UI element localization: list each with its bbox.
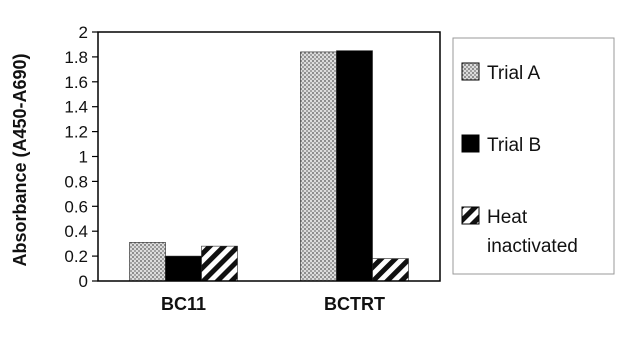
- y-tick-label: 0.2: [64, 247, 88, 266]
- legend-label: inactivated: [487, 236, 578, 257]
- y-axis: 0 0.2 0.4 0.6 0.8 1 1.2 1.4 1.6 1.8 2: [64, 23, 98, 291]
- y-tick-label: 0.4: [64, 222, 88, 241]
- legend-swatch: [461, 62, 480, 81]
- legend-box: [452, 37, 615, 275]
- bar-series: [129, 50, 409, 282]
- legend-swatch: [461, 206, 480, 225]
- y-tick-label: 1: [79, 148, 88, 167]
- bar-trial-a-bc11: [129, 242, 166, 282]
- bar-heat-inactivated-bctrt: [372, 258, 409, 282]
- x-category-label: BC11: [161, 294, 206, 314]
- bar-trial-b-bc11: [165, 255, 202, 282]
- bar-trial-a-bctrt: [300, 51, 337, 282]
- y-tick-label: 1.6: [64, 73, 88, 92]
- plot-area-frame: [97, 31, 441, 282]
- bar-trial-b-bctrt: [336, 50, 373, 282]
- legend-label: Trial A: [487, 63, 540, 84]
- y-tick-label: 1.2: [64, 123, 88, 142]
- y-axis-label: Absorbance (A450-A690): [10, 53, 30, 266]
- legend-label: Heat: [487, 207, 528, 228]
- x-category-label: BCTRT: [324, 294, 385, 314]
- y-tick-label: 2: [79, 23, 88, 42]
- bar-heat-inactivated-bc11: [201, 245, 238, 282]
- x-axis-categories: BC11 BCTRT: [161, 294, 385, 314]
- legend: Trial A Trial B Heat inactivated: [452, 37, 615, 275]
- y-tick-label: 1.4: [64, 98, 88, 117]
- legend-label: Trial B: [487, 135, 541, 156]
- y-tick-label: 0.6: [64, 197, 88, 216]
- legend-swatch: [461, 134, 480, 153]
- y-tick-label: 0: [79, 272, 88, 291]
- y-tick-label: 0.8: [64, 172, 88, 191]
- y-tick-label: 1.8: [64, 48, 88, 67]
